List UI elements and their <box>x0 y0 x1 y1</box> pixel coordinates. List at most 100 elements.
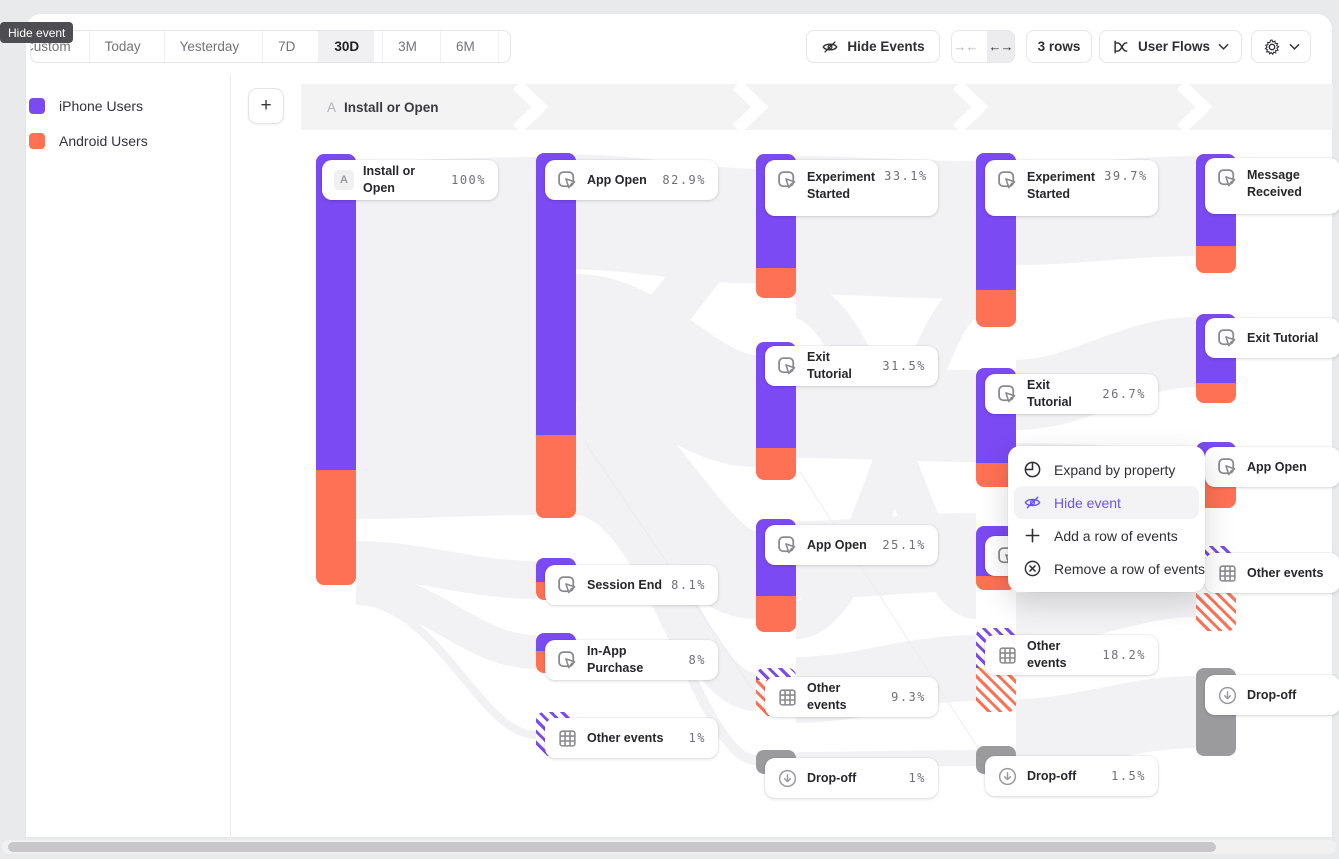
bar-exit-tutorial-android[interactable] <box>756 448 796 480</box>
node-card-message-received[interactable]: Message Received <box>1205 158 1339 214</box>
node-percent: 33.1% <box>884 169 928 183</box>
node-label: Experiment Started <box>807 170 876 201</box>
view-type-dropdown[interactable]: User Flows <box>1099 30 1242 63</box>
spacing-toggle-control: →← ←→ <box>951 30 1015 63</box>
event-click-icon <box>558 650 576 668</box>
node-label: Drop-off <box>1247 687 1297 702</box>
node-label: Drop-off <box>807 770 857 785</box>
node-card-exit-tutorial[interactable]: Exit Tutorial <box>1205 318 1339 358</box>
node-card-app-open[interactable]: App Open 25.1% <box>765 525 938 565</box>
node-percent: 100% <box>451 173 486 187</box>
node-card-exit-tutorial[interactable]: Exit Tutorial 31.5% <box>765 346 938 386</box>
menu-item-remove-row-of-events[interactable]: Remove a row of events <box>1014 552 1205 585</box>
bar-install-iphone[interactable] <box>316 154 356 470</box>
drop-off-icon <box>778 769 797 787</box>
date-range-3m[interactable]: 3M <box>382 31 432 62</box>
other-events-grid-icon <box>779 688 796 706</box>
node-label: Other events <box>587 730 664 745</box>
node-label: Session End <box>587 577 663 592</box>
path-header-strip[interactable]: A Install or Open <box>301 84 1333 130</box>
event-click-icon <box>558 170 576 188</box>
node-card-other-events[interactable]: Other events 1% <box>545 718 718 758</box>
date-range-6m[interactable]: 6M <box>439 31 490 62</box>
plus-icon <box>1025 528 1040 543</box>
node-label: Message Received <box>1247 168 1302 199</box>
menu-item-expand-by-property[interactable]: Expand by property <box>1014 453 1199 486</box>
node-percent: 9.3% <box>891 690 926 704</box>
rows-label: 3 rows <box>1037 39 1081 54</box>
bar-other-events-hatched-iphone[interactable] <box>1196 546 1236 556</box>
node-card-install-or-open[interactable]: A Install or Open 100% <box>322 160 498 200</box>
bar-other-events-hatched-android[interactable] <box>976 668 1016 712</box>
node-percent: 1% <box>908 771 926 785</box>
node-card-other-events[interactable]: Other events <box>1205 553 1339 593</box>
legend-label: Android Users <box>59 133 148 149</box>
legend-label: iPhone Users <box>59 98 144 114</box>
node-label: Other events <box>807 681 847 712</box>
bar-hidden-node-android[interactable] <box>976 576 1016 590</box>
menu-item-add-row-of-events[interactable]: Add a row of events <box>1014 519 1199 552</box>
view-type-label: User Flows <box>1137 39 1211 54</box>
bar-experiment-started-android[interactable] <box>756 268 796 298</box>
step-a-badge: A <box>334 170 354 190</box>
expand-columns-button[interactable]: ←→ <box>987 31 1014 62</box>
legend-item-android-users[interactable]: Android Users <box>29 133 148 149</box>
step-chevron-icon <box>512 84 548 130</box>
node-card-other-events[interactable]: Other events 9.3% <box>765 677 938 717</box>
node-label: Other events <box>1247 565 1324 580</box>
bar-install-android[interactable] <box>316 470 356 585</box>
node-label: Exit Tutorial <box>1247 330 1319 345</box>
rows-button[interactable]: 3 rows <box>1026 30 1092 63</box>
event-click-icon <box>1218 457 1236 475</box>
step-badge: A <box>327 99 337 115</box>
menu-item-hide-event[interactable]: Hide event <box>1014 486 1199 519</box>
node-percent: 31.5% <box>882 359 926 373</box>
event-click-icon <box>1218 169 1236 187</box>
date-range-yesterday[interactable]: Yesterday <box>163 31 255 62</box>
step-chevron-icon <box>732 84 768 130</box>
settings-dropdown[interactable] <box>1251 30 1311 63</box>
drop-off-icon <box>1218 686 1237 704</box>
node-card-session-end[interactable]: Session End 8.1% <box>545 565 718 605</box>
legend-item-iphone-users[interactable]: iPhone Users <box>29 98 143 114</box>
add-step-button[interactable]: + <box>248 88 284 124</box>
node-card-experiment-started[interactable]: Experiment Started 33.1% <box>765 160 938 216</box>
node-card-in-app-purchase[interactable]: In-App Purchase 8% <box>545 640 718 680</box>
collapse-columns-button[interactable]: →← <box>953 39 979 54</box>
date-range-7d[interactable]: 7D <box>262 31 310 62</box>
expand-by-property-icon <box>1024 461 1041 478</box>
date-range-12m[interactable]: 12M <box>497 31 510 62</box>
user-flows-icon <box>1114 40 1128 53</box>
bar-message-received-android[interactable] <box>1196 246 1236 273</box>
node-label: Exit Tutorial <box>1027 378 1072 409</box>
bar-exit-tutorial-android[interactable] <box>1196 383 1236 403</box>
bar-app-open-android[interactable] <box>756 596 796 632</box>
node-card-drop-off[interactable]: Drop-off <box>1205 675 1339 715</box>
bar-experiment-started-android[interactable] <box>976 290 1016 327</box>
node-card-app-open[interactable]: App Open <box>1205 447 1339 487</box>
gear-icon <box>1264 38 1280 55</box>
node-card-drop-off[interactable]: Drop-off 1.5% <box>985 756 1158 796</box>
bar-other-events-hatched-android[interactable] <box>1196 593 1236 631</box>
hide-event-tooltip: Hide event <box>0 22 74 43</box>
step-chevron-icon <box>1176 84 1212 130</box>
node-context-menu: Expand by property Hide event Add a row … <box>1008 446 1205 592</box>
date-range-30d-selected[interactable]: 30D <box>318 31 375 62</box>
date-range-control: Custom Today Yesterday 7D 30D 3M 6M 12M <box>30 30 511 63</box>
node-label: Exit Tutorial <box>807 350 852 381</box>
event-click-icon <box>778 356 796 374</box>
node-label: Experiment Started <box>1027 170 1096 201</box>
event-click-icon <box>998 171 1016 189</box>
bar-app-open-android[interactable] <box>536 435 576 518</box>
eye-off-icon <box>1024 496 1041 509</box>
bar-app-open-iphone[interactable] <box>536 153 576 435</box>
node-card-app-open[interactable]: App Open 82.9% <box>545 160 718 200</box>
date-range-today[interactable]: Today <box>88 31 156 62</box>
horizontal-scrollbar-thumb[interactable] <box>8 842 1216 852</box>
hide-events-button[interactable]: Hide Events <box>806 30 940 63</box>
node-card-drop-off[interactable]: Drop-off 1% <box>765 758 938 798</box>
android-users-swatch <box>29 133 45 149</box>
node-card-exit-tutorial[interactable]: Exit Tutorial 26.7% <box>985 374 1158 414</box>
node-card-experiment-started[interactable]: Experiment Started 39.7% <box>985 160 1158 216</box>
node-card-other-events[interactable]: Other events 18.2% <box>985 635 1158 675</box>
